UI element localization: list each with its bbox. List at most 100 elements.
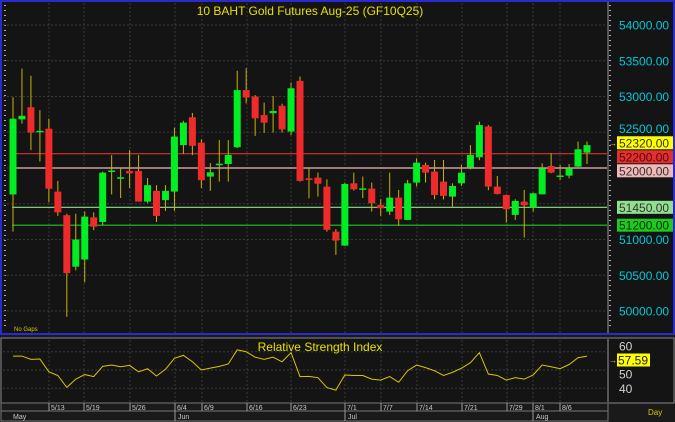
rsi-last-label: 57.59 — [618, 354, 648, 368]
date-tick-label: 5/13 — [51, 405, 65, 412]
rsi-tick-label: 50 — [619, 368, 633, 382]
level-label-box — [617, 200, 673, 214]
level-label-box — [617, 218, 673, 232]
candle-body — [529, 193, 537, 208]
no-gaps-note: No Gaps — [14, 327, 38, 333]
level-label-box — [617, 136, 673, 150]
candle-body — [269, 110, 277, 114]
chart-title: 10 BAHT Gold Futures Aug-25 (GF10Q25) — [197, 4, 424, 18]
candle-body — [413, 162, 421, 183]
candlesticks — [9, 68, 591, 317]
date-tick-label: 6/9 — [204, 405, 214, 412]
date-tick-label: 7/21 — [464, 405, 478, 412]
candle-body — [278, 105, 286, 130]
date-tick-label: 8/6 — [562, 405, 572, 412]
candle-body — [502, 194, 510, 210]
candle-body — [90, 217, 98, 227]
month-label: May — [13, 414, 27, 421]
candle-body — [242, 90, 250, 98]
candle-body — [161, 190, 169, 201]
rsi-line — [13, 349, 588, 391]
candle-body — [574, 149, 582, 167]
candle-body — [54, 191, 62, 213]
candle-body — [431, 171, 439, 195]
candle-body — [457, 172, 465, 184]
candle-body — [323, 186, 331, 230]
level-label-box — [617, 164, 673, 178]
candle-body — [404, 183, 412, 220]
date-tick-label: 7/7 — [383, 405, 393, 412]
level-label: 52200.00 — [619, 150, 669, 164]
month-label: Jun — [178, 414, 189, 421]
candle-body — [117, 177, 125, 179]
candle-body — [493, 186, 501, 194]
candle-body — [135, 170, 143, 202]
date-tick-label: 5/26 — [132, 405, 146, 412]
date-axis — [0, 402, 609, 422]
candle-body — [72, 239, 80, 267]
level-label: 51200.00 — [619, 219, 669, 233]
price-tick-label: 53000.00 — [619, 90, 669, 104]
level-label: 51450.00 — [619, 201, 669, 215]
date-tick-label: 5/19 — [86, 405, 100, 412]
candle-body — [287, 88, 295, 132]
date-axis-labels: 5/13 5/19 5/26 6/4 6/9 6/16 6/23 7/1 7/7 7/14 7/21… — [13, 403, 572, 421]
price-tick-label: 53500.00 — [619, 54, 669, 68]
date-tick-label: 7/1 — [347, 405, 357, 412]
candle-body — [448, 185, 456, 197]
candle-body — [260, 115, 268, 123]
price-tick-label: 54000.00 — [619, 19, 669, 33]
date-tick-label: 8/1 — [535, 405, 545, 412]
candle-body — [314, 177, 322, 184]
month-label: Aug — [536, 414, 549, 421]
rsi-panel[interactable] — [0, 337, 675, 404]
candle-body — [9, 118, 17, 195]
candle-body — [484, 126, 492, 187]
candle-body — [188, 117, 196, 146]
candle-body — [547, 165, 555, 173]
rsi-tick-label: 40 — [619, 382, 633, 396]
candle-body — [583, 145, 591, 153]
date-tick-label: 6/4 — [177, 405, 187, 412]
candle-body — [36, 130, 44, 133]
candle-body — [45, 128, 53, 189]
price-tick-label: 51000.00 — [619, 233, 669, 247]
candle-body — [108, 170, 116, 173]
date-tick-label: 6/23 — [293, 405, 307, 412]
rsi-tick-label: 60 — [619, 340, 633, 354]
candle-body — [251, 96, 259, 119]
level-label: 52320.00 — [619, 136, 669, 150]
candle-body — [359, 188, 367, 190]
date-tick-label: 7/29 — [509, 405, 523, 412]
candle-body — [565, 168, 573, 176]
level-label: 52000.00 — [619, 164, 669, 178]
candle-body — [18, 115, 26, 120]
candle-body — [99, 172, 107, 222]
price-tick-label: 52500.00 — [619, 122, 669, 136]
period-label: Day — [648, 408, 662, 417]
candle-body — [153, 190, 160, 216]
date-tick-label: 7/14 — [419, 405, 433, 412]
candle-body — [27, 107, 35, 133]
candle-body — [305, 178, 313, 180]
candle-body — [144, 185, 152, 202]
candle-body — [197, 142, 205, 181]
candle-body — [63, 215, 71, 274]
candle-body — [556, 175, 564, 178]
price-tick-label: 50500.00 — [619, 269, 669, 283]
candle-body — [332, 231, 340, 241]
candle-body — [538, 168, 546, 195]
candle-body — [377, 204, 385, 209]
candle-body — [224, 154, 232, 164]
level-label-box — [617, 150, 673, 164]
candle-body — [233, 90, 241, 148]
candle-body — [179, 122, 187, 146]
month-label: Jul — [348, 414, 357, 421]
candle-body — [422, 164, 430, 173]
date-tick-label: 6/16 — [249, 405, 263, 412]
candle-body — [386, 197, 394, 212]
candle-body — [395, 197, 403, 220]
candle-body — [170, 136, 178, 192]
